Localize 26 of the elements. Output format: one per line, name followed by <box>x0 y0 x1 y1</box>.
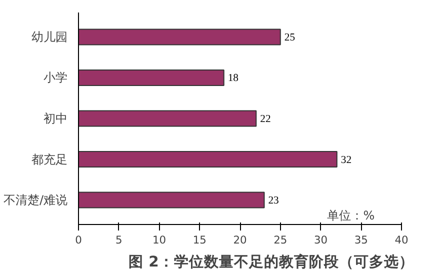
data-label: 22 <box>260 114 271 125</box>
bar <box>78 69 224 86</box>
y-tick-label: 不清楚/难说 <box>3 193 68 208</box>
text: 图 2：学位数量不足的教育阶段（可多选） <box>128 252 414 270</box>
data-label: 25 <box>284 32 296 44</box>
x-tick-label: 30 <box>314 234 328 246</box>
bar <box>78 151 338 168</box>
x-tick-label: 5 <box>115 234 122 246</box>
x-tick-label: 10 <box>152 234 166 246</box>
x-tick-label: 20 <box>233 234 247 246</box>
data-label: 23 <box>268 196 279 207</box>
x-tick-label: 25 <box>274 234 288 246</box>
annotation: 单位：% <box>327 208 375 222</box>
bar <box>78 110 257 127</box>
y-tick-label: 都充足 <box>32 152 68 166</box>
y-tick-label: 小学 <box>44 70 68 85</box>
y-tick-label: 幼儿园 <box>32 30 68 44</box>
y-tick-label: 初中 <box>44 112 68 126</box>
x-tick-label: 15 <box>192 234 206 246</box>
x-tick-label: 0 <box>75 234 82 246</box>
bar <box>78 192 265 208</box>
x-tick-label: 40 <box>394 234 408 246</box>
bar <box>78 28 281 46</box>
data-label: 18 <box>228 73 239 84</box>
data-label: 32 <box>340 154 352 166</box>
x-tick-label: 35 <box>354 234 368 246</box>
